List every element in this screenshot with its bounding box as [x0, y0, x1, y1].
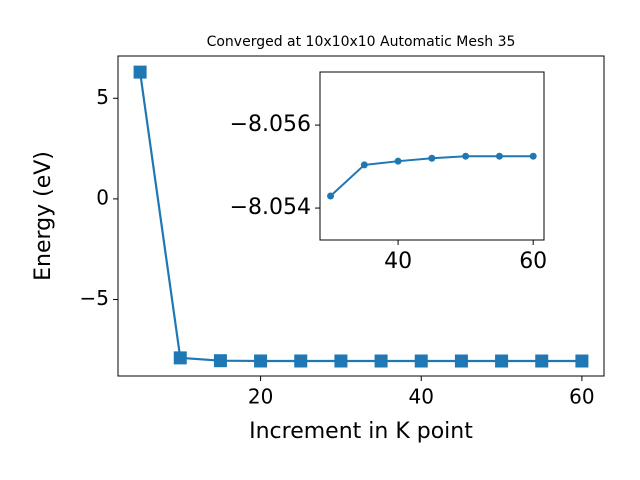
marker [535, 354, 549, 368]
axes-frame [117, 55, 605, 377]
axes-frame [319, 71, 545, 241]
marker [394, 157, 402, 165]
marker [414, 354, 428, 368]
marker [254, 354, 268, 368]
marker [133, 65, 147, 79]
x-tick-label: 20 [248, 385, 273, 409]
marker [454, 354, 468, 368]
marker [294, 354, 308, 368]
marker [374, 354, 388, 368]
marker [575, 354, 589, 368]
series-line [139, 71, 582, 363]
marker [495, 152, 503, 160]
marker [213, 354, 227, 368]
x-tick-label: 60 [569, 385, 594, 409]
marker [428, 154, 436, 162]
marker [360, 161, 368, 169]
y-tick-label: 5 [96, 85, 109, 109]
x-tick-label: 60 [519, 249, 547, 274]
marker [495, 354, 509, 368]
x-tick-label: 40 [384, 249, 412, 274]
y-tick-label: −5 [80, 286, 109, 310]
marker [173, 351, 187, 365]
chart-title: Converged at 10x10x10 Automatic Mesh 35 [207, 34, 516, 50]
x-tick-label: 40 [409, 385, 434, 409]
y-tick-label: −8.054 [230, 195, 311, 220]
x-axis-label: Increment in K point [249, 419, 473, 444]
y-axis-label: Energy (eV) [31, 151, 56, 281]
marker [327, 192, 335, 200]
marker [462, 152, 470, 160]
marker [334, 354, 348, 368]
y-tick-label: 0 [96, 185, 109, 209]
y-tick-label: −8.056 [230, 112, 311, 137]
marker [529, 152, 537, 160]
